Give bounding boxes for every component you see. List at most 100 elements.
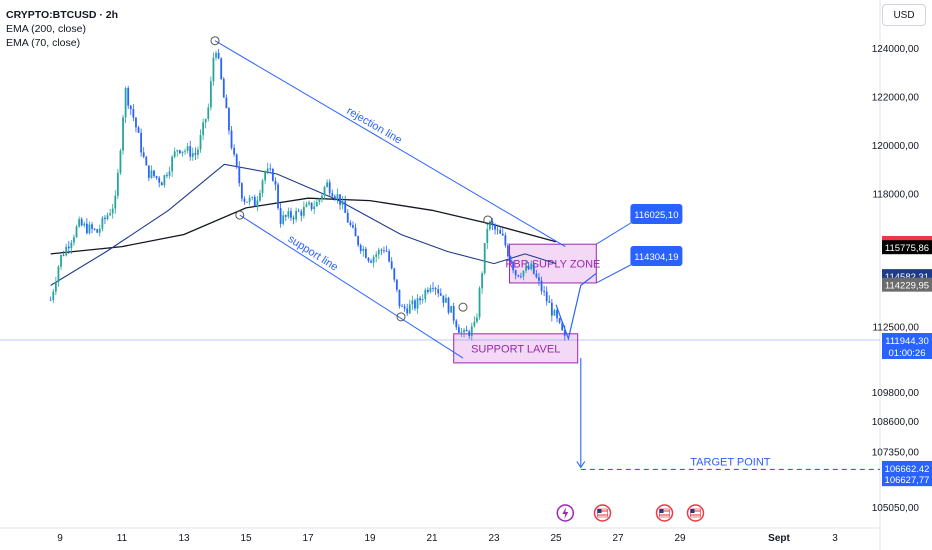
candle-body bbox=[530, 263, 533, 270]
us-flag-icon[interactable] bbox=[655, 504, 674, 522]
candle-body bbox=[292, 217, 295, 220]
candle-body bbox=[155, 176, 158, 178]
candle-body bbox=[488, 221, 491, 229]
x-tick-label: 3 bbox=[832, 533, 838, 544]
us-flag-icon[interactable] bbox=[593, 504, 612, 522]
candle-body bbox=[401, 305, 403, 307]
candle-body bbox=[109, 213, 112, 216]
axis-price-tag bbox=[882, 344, 932, 359]
candle-body bbox=[383, 250, 385, 252]
candle-body bbox=[271, 169, 274, 181]
ema-70-line bbox=[50, 163, 557, 286]
currency-button[interactable]: USD bbox=[882, 4, 926, 26]
candle-body bbox=[52, 291, 55, 301]
axis-price-text: 115775,86 bbox=[885, 243, 929, 254]
candle-body bbox=[457, 327, 460, 333]
legend-symbol[interactable]: CRYPTO:BTCUSD · 2h bbox=[6, 9, 119, 21]
candle-body bbox=[364, 248, 367, 258]
candle-body bbox=[106, 215, 109, 220]
candle-body bbox=[476, 317, 478, 322]
candle-body bbox=[421, 299, 424, 301]
candle-body bbox=[326, 182, 329, 188]
candle-body bbox=[65, 246, 68, 256]
trendline-anchor bbox=[458, 302, 468, 312]
candle-body bbox=[408, 304, 411, 314]
candle-body bbox=[140, 132, 143, 153]
candle-body bbox=[481, 273, 484, 289]
candle-body bbox=[184, 150, 186, 152]
candle-body bbox=[300, 211, 303, 216]
candle-body bbox=[60, 254, 62, 267]
candle-body bbox=[132, 109, 135, 118]
chart-legend: CRYPTO:BTCUSD · 2h EMA (200, close) EMA … bbox=[6, 8, 118, 50]
candle-body bbox=[532, 263, 535, 274]
candle-body bbox=[406, 308, 409, 314]
supply-zone-box bbox=[509, 243, 597, 284]
candle-body bbox=[341, 201, 344, 205]
price-callout-text: 116025,10 bbox=[634, 210, 678, 221]
candle-body bbox=[543, 291, 546, 292]
candle-body bbox=[525, 265, 527, 271]
us-flag-icon[interactable] bbox=[686, 504, 705, 522]
candle-body bbox=[318, 199, 321, 202]
candle-body bbox=[494, 225, 496, 230]
candle-body bbox=[166, 175, 168, 176]
candle-body bbox=[279, 208, 282, 224]
candle-body bbox=[111, 208, 114, 214]
candle-body bbox=[266, 168, 269, 172]
candle-body bbox=[145, 156, 148, 166]
candle-body bbox=[233, 147, 236, 155]
candle-body bbox=[352, 225, 354, 228]
candle-body bbox=[465, 329, 468, 332]
flag-canton bbox=[690, 509, 695, 513]
axis-price-tag bbox=[882, 472, 932, 487]
y-tick-label: 108600,00 bbox=[872, 417, 920, 428]
support-line bbox=[239, 214, 464, 359]
lightning-icon[interactable] bbox=[556, 504, 575, 522]
candle-body bbox=[414, 300, 416, 309]
candle-body bbox=[470, 326, 473, 336]
candle-body bbox=[215, 52, 217, 58]
y-tick-label: 118000,00 bbox=[872, 189, 919, 200]
candle-body bbox=[181, 151, 184, 154]
candle-body bbox=[395, 279, 398, 290]
axis-price-tag bbox=[882, 333, 932, 348]
x-tick-label: 27 bbox=[612, 533, 624, 544]
candle-body bbox=[398, 289, 401, 306]
candle-body bbox=[178, 150, 181, 154]
candle-body bbox=[259, 192, 261, 201]
candle-body bbox=[442, 295, 445, 303]
legend-ema200[interactable]: EMA (200, close) bbox=[6, 23, 86, 35]
candle-body bbox=[253, 196, 256, 207]
y-tick-label: 122000,00 bbox=[872, 92, 920, 103]
target-point-label: TARGET POINT bbox=[690, 456, 771, 468]
candle-body bbox=[339, 194, 341, 205]
candle-body bbox=[295, 210, 298, 220]
candle-body bbox=[501, 233, 504, 236]
candle-body bbox=[230, 130, 233, 148]
candle-body bbox=[282, 215, 285, 224]
candle-body bbox=[429, 287, 432, 292]
candle-body bbox=[344, 201, 347, 213]
candle-body bbox=[561, 322, 564, 331]
candle-body bbox=[535, 273, 538, 278]
candle-body bbox=[93, 228, 96, 230]
callout-pointer bbox=[596, 221, 633, 245]
candle-body bbox=[168, 171, 171, 176]
candle-body bbox=[124, 88, 127, 118]
candle-body bbox=[277, 184, 279, 209]
candle-body bbox=[491, 221, 494, 226]
candle-body bbox=[67, 246, 70, 249]
legend-ema70[interactable]: EMA (70, close) bbox=[6, 37, 81, 49]
candle-body bbox=[548, 301, 551, 303]
candle-body bbox=[62, 254, 65, 256]
x-tick-label: 21 bbox=[426, 533, 438, 544]
candle-body bbox=[171, 156, 174, 172]
candle-body bbox=[463, 329, 465, 333]
candle-body bbox=[563, 330, 566, 336]
candle-body bbox=[517, 275, 520, 277]
candle-body bbox=[416, 298, 419, 309]
candles-group bbox=[49, 48, 566, 341]
candle-body bbox=[207, 107, 210, 119]
